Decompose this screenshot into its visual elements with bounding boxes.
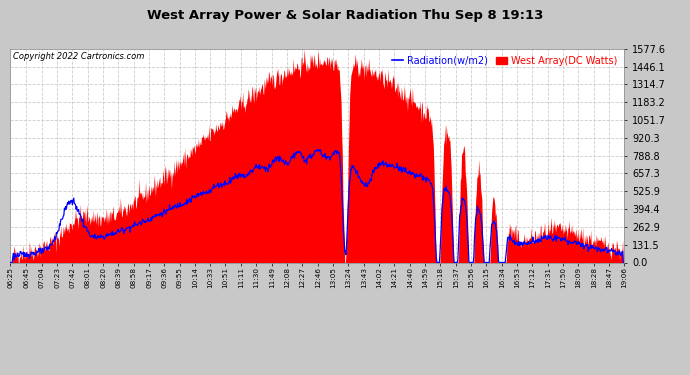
Text: West Array Power & Solar Radiation Thu Sep 8 19:13: West Array Power & Solar Radiation Thu S… bbox=[147, 9, 543, 22]
Legend: Radiation(w/m2), West Array(DC Watts): Radiation(w/m2), West Array(DC Watts) bbox=[390, 54, 620, 68]
Text: Copyright 2022 Cartronics.com: Copyright 2022 Cartronics.com bbox=[13, 52, 145, 61]
